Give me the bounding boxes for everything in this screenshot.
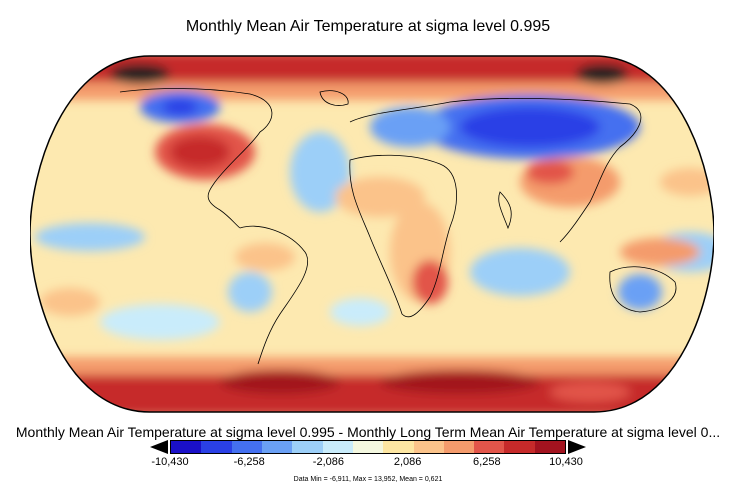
data-stats: Data Min = -6,911, Max = 13,952, Mean = … [293,476,443,483]
legend-tick-label: 10,430 [549,456,583,468]
map-field [30,56,714,412]
legend-swatch [322,441,353,453]
map-title: Monthly Mean Air Temperature at sigma le… [185,18,551,35]
temperature-anomaly-map [30,52,714,416]
legend-tick-label: 6,258 [473,456,501,468]
legend-min-arrow-icon [150,440,168,454]
legend-swatch [534,441,566,453]
legend-swatch [171,441,202,453]
legend-swatch [231,441,262,453]
legend-swatch [292,441,323,453]
color-legend [150,440,586,464]
map-border [30,55,714,413]
legend-swatch [261,441,293,453]
legend-color-bar [170,440,566,454]
coastlines [119,88,677,365]
legend-max-arrow-icon [568,440,586,454]
legend-swatch [413,441,444,453]
legend-swatch [352,441,384,453]
legend-swatch [443,441,475,453]
legend-tick-label: -6,258 [233,456,265,468]
legend-tick-label: 2,086 [393,456,422,468]
legend-swatch [474,441,505,453]
legend-swatch [201,441,232,453]
legend-swatch [504,441,535,453]
legend-tick-label: -2,086 [312,456,344,468]
legend-tick-label: -10,430 [151,456,189,468]
map-subtitle: Monthly Mean Air Temperature at sigma le… [15,424,721,440]
legend-ticks: -10,430 -6,258 -2,086 2,086 6,258 10,430 [150,456,586,470]
legend-swatch [383,441,414,453]
